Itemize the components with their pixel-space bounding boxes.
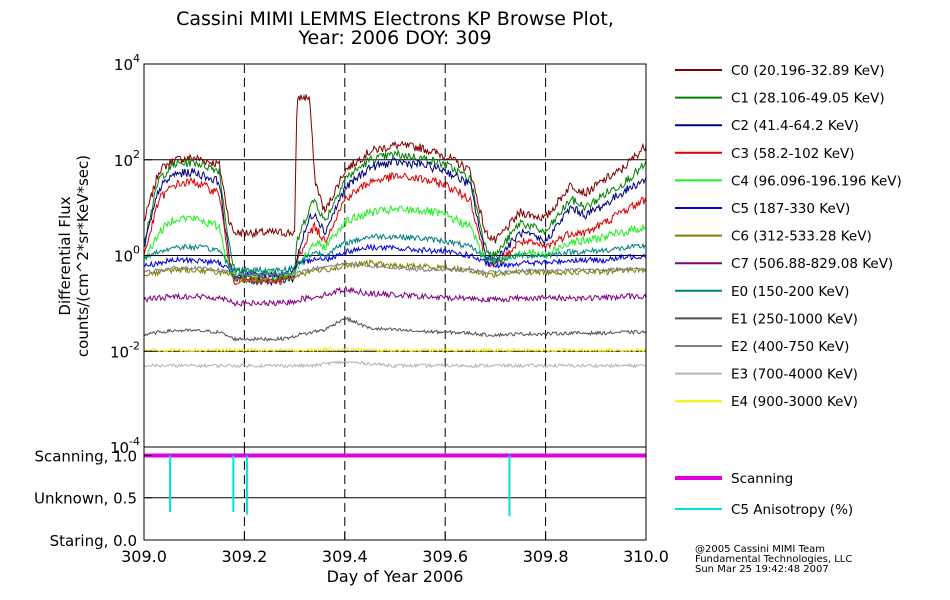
sub-y-tick-label: Unknown, 0.5 (34, 490, 137, 508)
series-line-12 (143, 345, 647, 354)
sub-legend-label: C5 Anisotropy (%) (731, 502, 853, 518)
credit-line3: Sun Mar 25 19:42:48 2007 (695, 564, 829, 575)
legend-label: C7 (506.88-829.08 KeV) (731, 256, 893, 272)
legend-label: C3 (58.2-102 KeV) (731, 146, 855, 162)
sub-panel-y-ticks: Scanning, 1.0 Unknown, 0.5 Staring, 0.0 (34, 447, 152, 550)
series-line-6 (143, 258, 647, 285)
sub-y-tick-label: Staring, 0.0 (50, 532, 137, 550)
chart-title-line2: Year: 2006 DOY: 309 (298, 27, 492, 49)
series-line-7 (143, 285, 647, 307)
legend-label: E2 (400-750 KeV) (731, 339, 849, 355)
x-tick-label: 309.8 (523, 547, 569, 566)
series-line-0 (143, 93, 647, 244)
y-tick-label: 100 (114, 244, 140, 266)
credit-line1: @2005 Cassini MIMI Team (695, 544, 825, 555)
y-tick-label: 104 (114, 52, 140, 74)
main-panel-series (143, 93, 647, 369)
sub-y-tick-label: Scanning, 1.0 (34, 447, 137, 465)
credit-line2: Fundamental Technologies, LLC (695, 554, 853, 565)
series-line-5 (143, 243, 647, 280)
legend-label: C6 (312-533.28 KeV) (731, 229, 872, 245)
series-line-4 (143, 204, 647, 281)
chart-title-line1: Cassini MIMI LEMMS Electrons KP Browse P… (176, 8, 614, 30)
series-line-8 (143, 233, 646, 275)
legend-label: E1 (250-1000 KeV) (731, 311, 858, 327)
series-line-10 (143, 260, 647, 278)
x-tick-label: 309.2 (221, 547, 267, 566)
legend-label: E3 (700-4000 KeV) (731, 367, 858, 383)
x-axis-ticks: 309.0 309.2 309.4 309.6 309.8 310.0 (121, 532, 669, 566)
y-axis-label-line1: Differential Flux (56, 196, 74, 315)
main-panel-grid (144, 64, 646, 447)
series-line-9 (143, 315, 647, 342)
sub-legend: Scanning C5 Anisotropy (%) (675, 471, 853, 518)
legend-label: E0 (150-200 KeV) (731, 284, 849, 300)
main-panel-y-ticks: 104 102 100 10-2 10-4 (110, 52, 152, 457)
y-tick-label: 102 (114, 148, 140, 170)
x-tick-label: 309.0 (121, 547, 167, 566)
credit-block: @2005 Cassini MIMI Team Fundamental Tech… (695, 545, 852, 575)
x-tick-label: 309.6 (422, 547, 468, 566)
series-line-1 (143, 149, 647, 280)
sub-plot-frame (143, 446, 647, 541)
legend-label: E4 (900-3000 KeV) (731, 394, 858, 410)
sub-panel-series (144, 453, 646, 517)
x-tick-label: 310.0 (623, 547, 669, 566)
sub-legend-label: Scanning (731, 471, 793, 487)
y-axis-label-line2: counts/(cm^2*sr*KeV*sec) (74, 155, 92, 357)
legend-label: C0 (20.196-32.89 KeV) (731, 63, 885, 79)
legend-label: C4 (96.096-196.196 KeV) (731, 173, 902, 189)
legend-label: C5 (187-330 KeV) (731, 201, 850, 217)
legend: C0 (20.196-32.89 KeV) C1 (28.106-49.05 Ke… (675, 63, 902, 410)
x-tick-label: 309.4 (322, 547, 368, 566)
legend-label: C1 (28.106-49.05 KeV) (731, 91, 885, 107)
sub-panel-grid (144, 447, 646, 540)
y-tick-label: 10-4 (110, 435, 140, 457)
y-tick-label: 10-2 (110, 339, 140, 361)
series-line-3 (143, 171, 647, 286)
series-line-11 (143, 360, 647, 369)
x-axis-label: Day of Year 2006 (327, 567, 464, 586)
legend-label: C2 (41.4-64.2 KeV) (731, 118, 859, 134)
series-line-2 (143, 157, 647, 287)
